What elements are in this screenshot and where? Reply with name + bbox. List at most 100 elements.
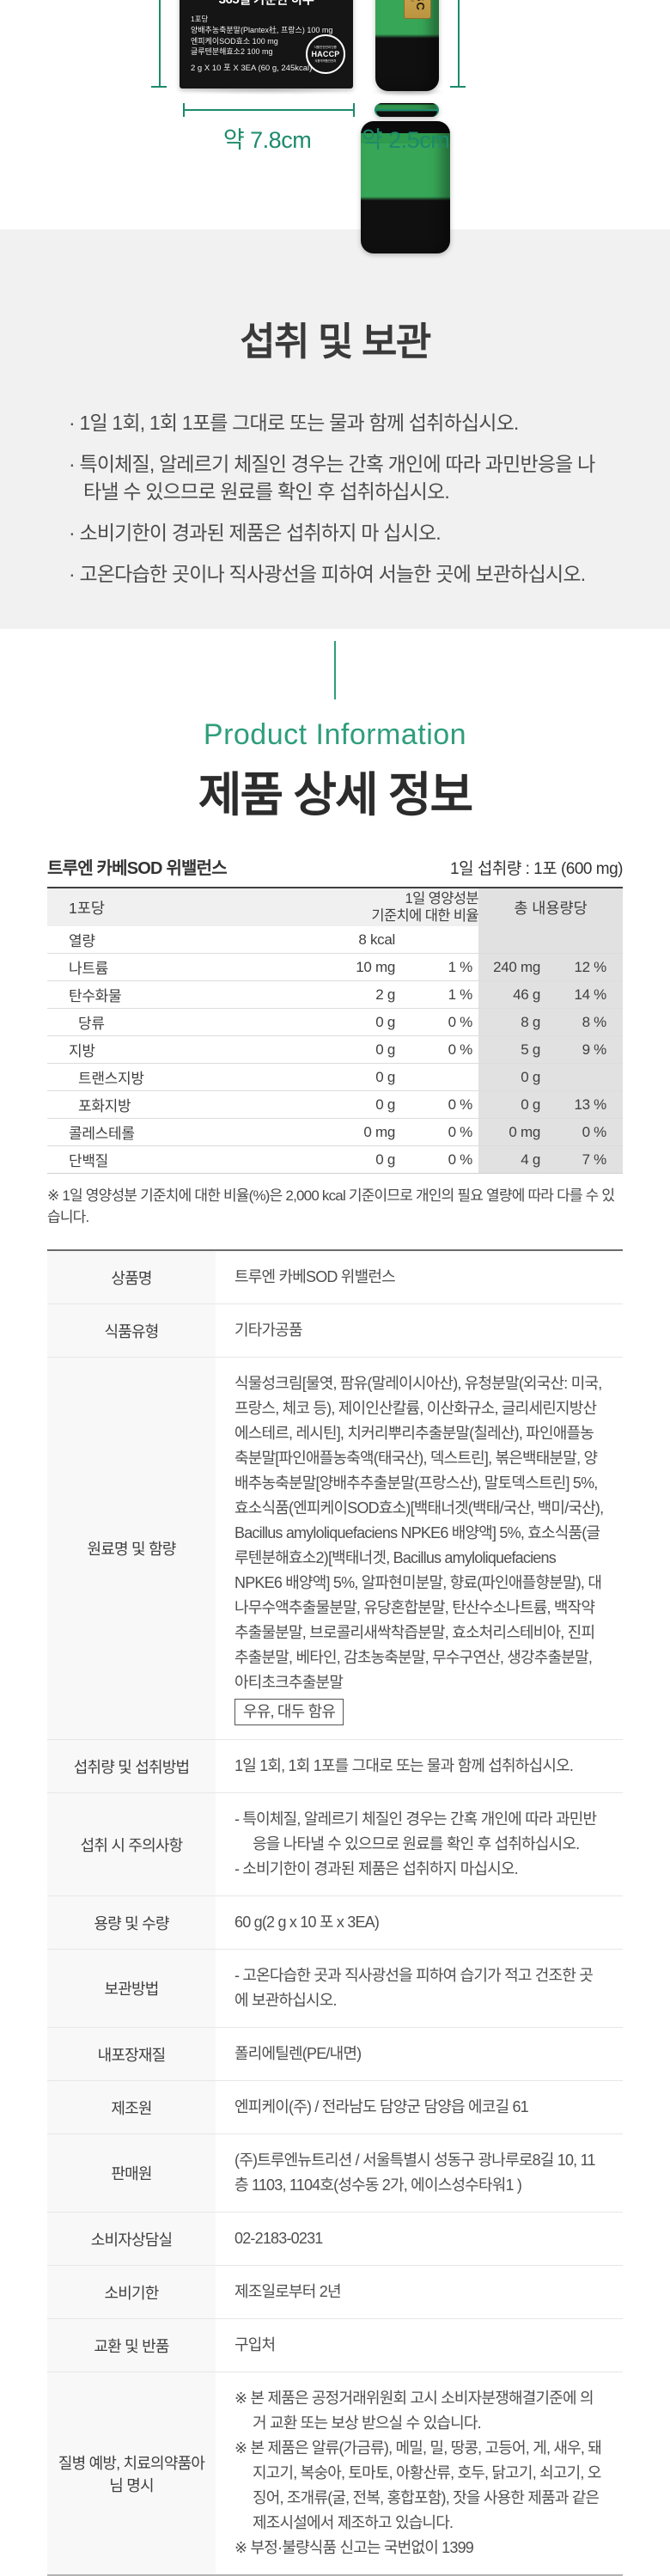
stick-width-label: 약 2.5cm: [361, 121, 450, 253]
header-total-content: 총 내용량당: [478, 888, 623, 926]
detail-paragraph: 1일 1회, 1회 1포를 그대로 또는 물과 함께 섭취하십시오.: [234, 1757, 574, 1774]
nutrition-row: 탄수화물 2 g 1 % 46 g 14 %: [47, 980, 623, 1008]
stick-label-small-text: 10 mg / 1포당: [410, 0, 415, 2]
detail-value: 폴리에틸렌(PE/내면): [216, 2028, 623, 2080]
nutrient-amount-per-pack: 8 kcal: [358, 931, 395, 948]
nutrition-row: 콜레스테롤 0 mg 0 % 0 mg 0 %: [47, 1118, 623, 1145]
detail-row: 섭취 시 주의사항 - 특이체질, 알레르기 체질인 경우는 간혹 개인에 따라 …: [47, 1792, 623, 1895]
detail-value: 구입처: [216, 2319, 623, 2372]
nutrient-percent-total: [549, 926, 623, 953]
detail-paragraph: 제조일로부터 2년: [234, 2283, 342, 2300]
header-daily-value: 1일 영양성분 기준치에 대한 비율: [245, 888, 478, 926]
nutrient-name: 단백질: [69, 1153, 109, 1169]
nutrient-amount-per-pack: 0 g: [375, 1041, 395, 1058]
bullet-item: 고온다습한 곳이나 직사광선을 피하여 서늘한 곳에 보관하십시오.: [69, 560, 610, 588]
nutrient-name: 포화지방: [78, 1098, 131, 1114]
nutrient-percent-per-pack: 0 %: [448, 1123, 473, 1140]
details-table: 상품명 트루엔 카베SOD 위밸런스 식품유형 기타가공품 원료명 및 함량 식물성크림[…: [47, 1249, 623, 2576]
product-detail-page: 편안한 하루를 위한 균형잡힌 1포 365일 가뿐한 하루 1포당 양배추농축…: [0, 0, 670, 2011]
nutrient-amount-per-pack: 2 g: [375, 986, 395, 1003]
detail-value: (주)트루엔뉴트리션 / 서울특별시 성동구 광나루로8길 10, 11층 11…: [216, 2134, 623, 2212]
height-dimension-cap-left: [151, 86, 167, 88]
detail-paragraph: - 특이체질, 알레르기 체질인 경우는 간혹 개인에 따라 과민반응을 나타낼…: [234, 1810, 597, 1853]
detail-paragraph: - 고온다습한 곳과 직사광선을 피하여 습기가 적고 건조한 곳에 보관하십시…: [234, 1967, 594, 2009]
nutrient-amount-total: 46 g: [478, 981, 549, 1008]
detail-value: ※ 본 제품은 공정거래위원회 고시 소비자분쟁해결기준에 의거 교환 또는 보…: [216, 2372, 623, 2574]
nutrient-percent-total: 0 %: [549, 1119, 623, 1145]
box-ingredient-line: 글루텐분해효소2 100 mg: [191, 47, 273, 56]
nutrient-name: 트랜스지방: [78, 1071, 144, 1087]
detail-value: 식물성크림[물엿, 팜유(말레이시아산), 유청분말(외국산: 미국, 프랑스,…: [216, 1358, 623, 1739]
nutrition-title-row: 트루엔 카베SOD 위밸런스 1일 섭취량 : 1포 (600 mg): [47, 854, 623, 879]
nutrition-table: 1포당 1일 영양성분 기준치에 대한 비율 총 내용량당 열량 8 kcal 나트…: [47, 887, 623, 1174]
detail-label: 보관방법: [47, 1950, 216, 2027]
box-ingredient-line: 엔피케이SOD효소 100 mg: [191, 36, 278, 46]
detail-row: 질병 예방, 치료의약품아님 명시 ※ 본 제품은 공정거래위원회 고시 소비자분…: [47, 2372, 623, 2574]
header-daily-value-line2: 기준치에 대한 비율: [371, 908, 478, 924]
detail-paragraph: 엔피케이(주) / 전라남도 담양군 담양읍 에코길 61: [234, 2098, 529, 2115]
product-visual-section: 편안한 하루를 위한 균형잡힌 1포 365일 가뿐한 하루 1포당 양배추농축…: [0, 0, 670, 253]
detail-value: 1일 1회, 1회 1포를 그대로 또는 물과 함께 섭취하십시오.: [216, 1740, 623, 1792]
nutrient-percent-per-pack: 0 %: [448, 1096, 473, 1113]
detail-label: 내포장재질: [47, 2028, 216, 2080]
detail-row: 원료명 및 함량 식물성크림[물엿, 팜유(말레이시아산), 유청분말(외국산: …: [47, 1357, 623, 1739]
nutrition-daily-intake: 1일 섭취량 : 1포 (600 mg): [450, 860, 623, 878]
nutrient-percent-per-pack: 1 %: [448, 986, 473, 1003]
nutrient-percent-total: 13 %: [549, 1091, 623, 1118]
allergen-box: 우유, 대두 함유: [234, 1699, 344, 1725]
detail-row: 용량 및 수량 60 g(2 g x 10 포 x 3EA): [47, 1895, 623, 1949]
detail-paragraph: ※ 부정·불량식품 신고는 국번없이 1399: [234, 2539, 474, 2556]
detail-row: 보관방법 - 고온다습한 곳과 직사광선을 피하여 습기가 적고 건조한 곳에 보…: [47, 1949, 623, 2027]
detail-label: 용량 및 수량: [47, 1896, 216, 1949]
detail-label: 상품명: [47, 1251, 216, 1303]
detail-paragraph: 트루엔 카베SOD 위밸런스: [234, 1268, 396, 1285]
haccp-bottom-text: 식품의약품안전처: [314, 58, 337, 63]
nutrient-percent-per-pack: 0 %: [448, 1013, 473, 1030]
box-per-pack-label: 1포당: [191, 15, 209, 23]
nutrient-percent-total: [549, 1064, 623, 1090]
detail-value: 60 g(2 g x 10 포 x 3EA): [216, 1896, 623, 1949]
nutrient-percent-total: 14 %: [549, 981, 623, 1008]
detail-paragraph: (주)트루엔뉴트리션 / 서울특별시 성동구 광나루로8길 10, 11층 11…: [234, 2152, 595, 2194]
stick-shadow: [369, 88, 447, 96]
header-per-pack: 1포당: [69, 899, 105, 917]
header-daily-value-line1: 1일 영양성분: [405, 891, 479, 906]
nutrient-percent-total: 9 %: [549, 1036, 623, 1063]
width-dimension-line-stick: [375, 103, 439, 117]
nutrient-percent-per-pack: [395, 926, 478, 953]
detail-row: 섭취량 및 섭취방법 1일 1회, 1회 1포를 그대로 또는 물과 함께 섭취하…: [47, 1739, 623, 1792]
nutrient-amount-per-pack: 10 mg: [356, 958, 395, 975]
stick-label-text: MMSC: [414, 0, 427, 11]
nutrient-name: 탄수화물: [69, 988, 122, 1004]
detail-label: 소비자상담실: [47, 2213, 216, 2265]
box-spec-text: 2 g X 10 포 X 3EA (60 g, 245kcal): [191, 63, 313, 73]
section-divider-line: [334, 641, 336, 699]
box-ingredient-line: 양배추농축분말(Plantex社, 프랑스) 100 mg: [191, 26, 333, 34]
height-dimension-line-right: [458, 0, 460, 86]
nutrient-amount-per-pack: 0 g: [375, 1096, 395, 1113]
nutrition-row: 트랜스지방 0 g 0 g: [47, 1063, 623, 1090]
detail-paragraph: 60 g(2 g x 10 포 x 3EA): [234, 1914, 380, 1931]
box-shadow: [172, 86, 361, 95]
nutrient-name: 콜레스테롤: [69, 1126, 135, 1142]
stick-pack-image: MMSC 10 mg / 1포당: [375, 0, 439, 91]
nutrient-amount-total: 4 g: [478, 1146, 549, 1173]
nutrient-percent-total: 7 %: [549, 1146, 623, 1173]
nutrient-amount-per-pack: 0 g: [375, 1151, 395, 1168]
detail-paragraph: 폴리에틸렌(PE/내면): [234, 2045, 362, 2062]
nutrition-table-header: 1포당 1일 영양성분 기준치에 대한 비율 총 내용량당: [47, 888, 623, 926]
nutrition-product-name: 트루엔 카베SOD 위밸런스: [47, 859, 228, 878]
detail-paragraph: 02-2183-0231: [234, 2230, 323, 2247]
detail-label: 질병 예방, 치료의약품아님 명시: [47, 2372, 216, 2574]
haccp-top-text: 식품안전관리인증: [314, 45, 338, 49]
detail-label: 판매원: [47, 2134, 216, 2212]
detail-value: - 고온다습한 곳과 직사광선을 피하여 습기가 적고 건조한 곳에 보관하십시…: [216, 1950, 623, 2027]
section-eyebrow: Product Information: [203, 718, 467, 751]
nutrient-amount-total: 240 mg: [478, 954, 549, 980]
detail-label: 제조원: [47, 2081, 216, 2133]
haccp-badge-icon: 식품안전관리인증 HACCP 식품의약품안전처: [306, 34, 345, 74]
detail-row: 소비기한 제조일로부터 2년: [47, 2265, 623, 2318]
nutrient-amount-total: 0 mg: [478, 1119, 549, 1145]
